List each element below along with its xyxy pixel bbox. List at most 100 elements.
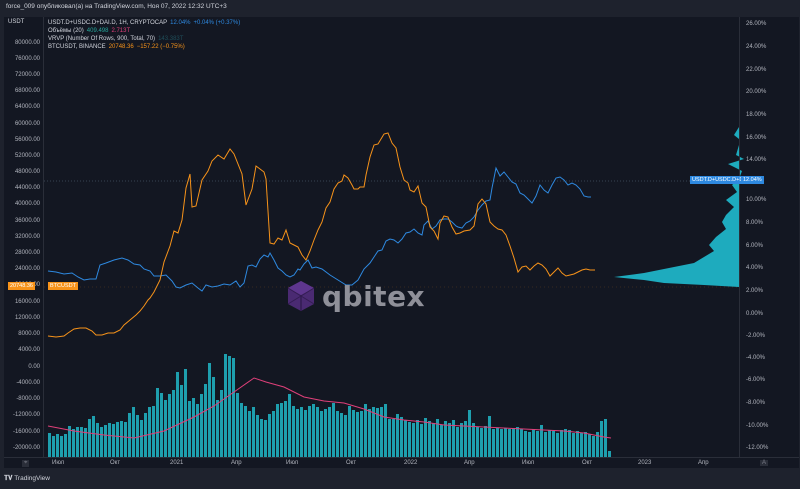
left-axis-tick: -16000.00 xyxy=(12,429,40,435)
left-axis-tick: 4000.00 xyxy=(18,347,40,353)
legend-change: −157.22 (−0.75%) xyxy=(136,44,185,50)
chart-plot[interactable] xyxy=(4,17,799,457)
time-axis-tick: Окт xyxy=(110,460,121,466)
btc-symbol-tag: BTCUSDT xyxy=(48,282,78,290)
right-axis-tick: -6.00% xyxy=(746,377,766,383)
btcusdt-line xyxy=(47,132,595,338)
right-axis-tick: -4.00% xyxy=(746,355,766,361)
btc-price-tag: 20748.36 xyxy=(8,282,35,290)
left-axis-tick: 60000.00 xyxy=(14,121,40,127)
usdt-dominance-label: USDT.D+USDC.D+DAI.D xyxy=(692,177,755,183)
left-axis-tick: -4000.00 xyxy=(16,380,40,386)
legend-row-volume[interactable]: Объёмы (20) 409.498 2.713T xyxy=(48,27,243,35)
legend-row-btcusdt[interactable]: BTCUSDT, BINANCE 20748.36 −157.22 (−0.75%) xyxy=(48,43,243,51)
left-axis-tick: 32000.00 xyxy=(14,234,40,240)
left-axis-tick: 12000.00 xyxy=(14,315,40,321)
left-axis-tick: 52000.00 xyxy=(14,153,40,159)
qbitex-logo-icon xyxy=(287,281,315,311)
legend-change: 2.713T xyxy=(111,28,131,34)
legend-row-vrvp[interactable]: VRVP (Number Of Rows, 900, Total, 70) 143… xyxy=(48,35,243,43)
left-axis-tick: 48000.00 xyxy=(14,169,40,175)
time-axis-tick: Апр xyxy=(231,460,242,466)
left-axis-tick: -8000.00 xyxy=(16,396,40,402)
time-axis-tick: 2022 xyxy=(404,460,418,466)
right-axis-tick: 18.00% xyxy=(746,112,767,118)
left-axis-tick: 56000.00 xyxy=(14,137,40,143)
right-axis-tick: 6.00% xyxy=(746,243,764,249)
left-axis-tick: 36000.00 xyxy=(14,218,40,224)
right-axis-tick: -10.00% xyxy=(746,423,769,429)
footer-brand[interactable]: TradingView xyxy=(14,475,50,482)
right-axis-tick: 10.00% xyxy=(746,197,767,203)
time-axis-tick: Апр xyxy=(464,460,475,466)
legend-value: 409.498 xyxy=(86,28,109,34)
right-axis-tick: 26.00% xyxy=(746,21,767,27)
left-axis-tick: 16000.00 xyxy=(14,299,40,305)
right-axis-tick: 16.00% xyxy=(746,135,767,141)
left-axis-tick: 40000.00 xyxy=(14,201,40,207)
left-axis-tick: 64000.00 xyxy=(14,104,40,110)
btc-price-value: 20748.36 xyxy=(10,283,33,289)
right-axis-tick: 0.00% xyxy=(746,311,764,317)
left-axis-title: USDT xyxy=(8,19,25,25)
usdt-dominance-price-tag: 12.04% xyxy=(741,176,764,184)
right-axis-tick: -2.00% xyxy=(746,333,766,339)
time-axis-tick: 2023 xyxy=(638,460,652,466)
left-axis-tick: 28000.00 xyxy=(14,250,40,256)
usdt-dominance-value: 12.04% xyxy=(743,177,762,183)
right-axis-tick: 24.00% xyxy=(746,44,767,50)
footer: 𝐓𝐕 TradingView xyxy=(0,470,800,489)
legend-symbol: VRVP (Number Of Rows, 900, Total, 70) xyxy=(48,36,156,42)
left-price-axis[interactable]: 80000.00 76000.00 72000.00 68000.00 6400… xyxy=(4,17,44,457)
right-axis-tick: 20.00% xyxy=(746,89,767,95)
left-axis-tick: -20000.00 xyxy=(12,445,40,451)
right-axis-tick: 14.00% xyxy=(746,157,767,163)
goto-date-button[interactable]: ⌖ xyxy=(22,460,30,467)
legend-change: +0.04% (+0.37%) xyxy=(193,20,241,26)
right-axis-tick: -12.00% xyxy=(746,445,769,451)
right-axis-tick: -8.00% xyxy=(746,400,766,406)
left-axis-tick: 8000.00 xyxy=(18,331,40,337)
time-axis[interactable]: ⌖ Июл Окт 2021 Апр Июл Окт 2022 Апр Июл … xyxy=(4,457,799,468)
auto-scale-button[interactable]: A xyxy=(760,460,769,466)
right-axis-tick: 4.00% xyxy=(746,265,764,271)
legend-symbol: USDT.D+USDC.D+DAI.D, 1H, CRYPTOCAP xyxy=(48,20,168,26)
time-axis-tick: Июл xyxy=(286,460,299,466)
left-axis-tick: 68000.00 xyxy=(14,88,40,94)
qbitex-watermark: qbitex xyxy=(284,279,425,313)
left-axis-tick: 44000.00 xyxy=(14,185,40,191)
legend-symbol: Объёмы (20) xyxy=(48,28,84,34)
time-axis-tick: Июл xyxy=(522,460,535,466)
volume-ma-line xyxy=(47,377,612,439)
time-axis-tick: Июл xyxy=(52,460,65,466)
right-axis-tick: 2.00% xyxy=(746,288,764,294)
legend-value: 143.383T xyxy=(158,36,184,42)
time-axis-tick: Апр xyxy=(698,460,709,466)
volume-bars xyxy=(48,354,611,457)
publish-caption: force_009 опубликовал(а) на TradingView.… xyxy=(0,0,800,14)
left-axis-tick: 76000.00 xyxy=(14,56,40,62)
usdt-dominance-symbol-tag: USDT.D+USDC.D+DAI.D xyxy=(690,176,757,184)
legend-symbol: BTCUSDT, BINANCE xyxy=(48,44,106,50)
chart-legend: USDT.D+USDC.D+DAI.D, 1H, CRYPTOCAP 12.04%… xyxy=(48,19,243,51)
time-axis-tick: Окт xyxy=(582,460,593,466)
time-axis-tick: 2021 xyxy=(170,460,184,466)
watermark-text: qbitex xyxy=(322,279,426,313)
left-axis-tick: 72000.00 xyxy=(14,72,40,78)
right-axis-tick: 8.00% xyxy=(746,220,764,226)
left-axis-tick: 24000.00 xyxy=(14,266,40,272)
btc-symbol-label: BTCUSDT xyxy=(50,283,76,289)
right-price-axis[interactable]: 26.00% 24.00% 22.00% 20.00% 18.00% 16.00… xyxy=(739,17,787,457)
left-axis-tick: -12000.00 xyxy=(12,412,40,418)
chart-container[interactable]: USDT USDT.D+USDC.D+DAI.D, 1H, CRYPTOCAP 1… xyxy=(4,17,799,468)
time-axis-tick: Окт xyxy=(346,460,357,466)
left-axis-tick: 80000.00 xyxy=(14,40,40,46)
right-axis-tick: 22.00% xyxy=(746,67,767,73)
legend-row-usdt-dominance[interactable]: USDT.D+USDC.D+DAI.D, 1H, CRYPTOCAP 12.04%… xyxy=(48,19,243,27)
legend-value: 12.04% xyxy=(170,20,191,26)
left-axis-tick: 0.00 xyxy=(28,364,40,370)
tradingview-logo-icon: 𝐓𝐕 xyxy=(4,475,13,482)
usdt-dominance-line xyxy=(47,166,591,292)
legend-value: 20748.36 xyxy=(108,44,134,50)
volume-profile xyxy=(614,127,744,287)
